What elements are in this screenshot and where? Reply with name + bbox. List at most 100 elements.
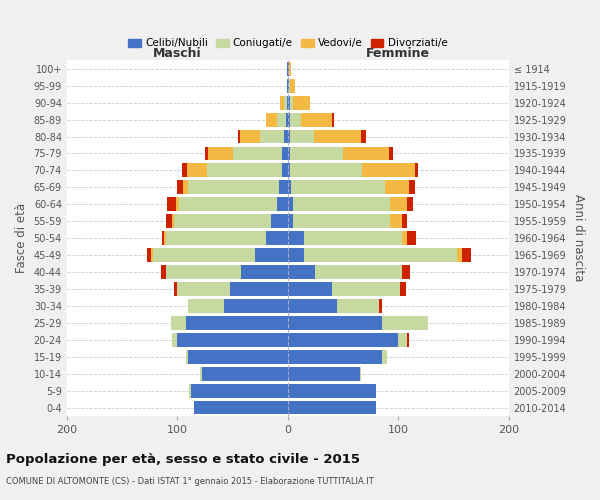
Bar [280,96,284,110]
Bar [183,180,188,194]
Bar [288,198,293,211]
Bar [290,146,343,160]
Bar [389,146,393,160]
Bar [194,400,288,414]
Bar [362,164,415,177]
Bar [293,96,310,110]
Bar [288,248,304,262]
Text: COMUNE DI ALTOMONTE (CS) - Dati ISTAT 1° gennaio 2015 - Elaborazione TUTTITALIA.: COMUNE DI ALTOMONTE (CS) - Dati ISTAT 1°… [6,478,374,486]
Bar [188,350,288,364]
Bar [288,400,376,414]
Bar [290,112,301,126]
Bar [379,299,382,313]
Bar [200,366,202,380]
Bar [266,112,277,126]
Bar [172,333,177,346]
Bar [241,265,288,279]
Bar [401,231,407,245]
Bar [291,180,385,194]
Bar [174,214,271,228]
Bar [288,180,291,194]
Bar [415,164,418,177]
Bar [337,299,379,313]
Bar [153,248,254,262]
Bar [361,130,366,143]
Bar [391,198,407,211]
Bar [290,96,293,110]
Text: Femmine: Femmine [366,48,430,60]
Bar [271,214,288,228]
Bar [288,265,316,279]
Bar [188,180,279,194]
Bar [161,265,166,279]
Bar [284,130,288,143]
Bar [463,248,471,262]
Bar [290,79,295,92]
Bar [293,214,391,228]
Text: Popolazione per età, sesso e stato civile - 2015: Popolazione per età, sesso e stato civil… [6,452,360,466]
Bar [314,130,361,143]
Bar [288,366,359,380]
Bar [254,248,288,262]
Bar [202,366,288,380]
Bar [172,214,174,228]
Bar [359,366,361,380]
Bar [407,231,416,245]
Bar [224,299,288,313]
Bar [288,164,290,177]
Bar [407,333,409,346]
Bar [288,79,289,92]
Bar [288,214,293,228]
Bar [398,333,407,346]
Bar [208,146,233,160]
Bar [288,350,382,364]
Bar [288,96,290,110]
Legend: Celibi/Nubili, Coniugati/e, Vedovi/e, Divorziati/e: Celibi/Nubili, Coniugati/e, Vedovi/e, Di… [125,36,451,52]
Bar [385,180,409,194]
Bar [382,316,428,330]
Bar [233,146,282,160]
Bar [289,62,291,76]
Bar [182,164,187,177]
Bar [177,180,183,194]
Bar [177,282,230,296]
Bar [343,146,389,160]
Bar [288,282,332,296]
Y-axis label: Anni di nascita: Anni di nascita [572,194,585,282]
Bar [166,214,172,228]
Bar [148,248,151,262]
Bar [191,384,288,398]
Bar [282,146,288,160]
Bar [238,130,240,143]
Bar [457,248,463,262]
Text: Maschi: Maschi [153,48,202,60]
Bar [179,198,277,211]
Bar [401,265,410,279]
Bar [287,62,288,76]
Bar [288,333,398,346]
Bar [170,316,186,330]
Bar [282,164,288,177]
Bar [260,130,284,143]
Bar [166,231,266,245]
Bar [400,282,406,296]
Bar [277,112,286,126]
Bar [409,180,415,194]
Bar [167,198,176,211]
Bar [290,130,314,143]
Bar [290,164,362,177]
Bar [332,112,334,126]
Bar [164,231,166,245]
Bar [288,299,337,313]
Bar [407,198,413,211]
Bar [207,164,282,177]
Bar [288,384,376,398]
Bar [284,96,287,110]
Bar [187,164,207,177]
Bar [316,265,401,279]
Bar [288,62,289,76]
Bar [277,198,288,211]
Bar [166,265,241,279]
Bar [401,214,407,228]
Bar [304,248,457,262]
